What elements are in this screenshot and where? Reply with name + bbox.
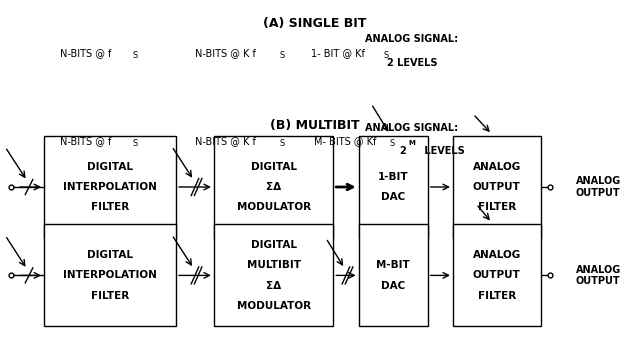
Bar xyxy=(214,136,333,238)
Text: MODULATOR: MODULATOR xyxy=(237,202,311,212)
Bar xyxy=(44,136,176,238)
Text: FILTER: FILTER xyxy=(478,202,516,212)
Text: MULTIBIT: MULTIBIT xyxy=(247,260,301,270)
Text: S: S xyxy=(132,139,137,148)
Text: DIGITAL: DIGITAL xyxy=(250,162,297,172)
Text: ANALOG: ANALOG xyxy=(473,162,521,172)
Text: N-BITS @ f: N-BITS @ f xyxy=(60,136,111,146)
Text: ANALOG SIGNAL:: ANALOG SIGNAL: xyxy=(365,123,459,133)
Text: DAC: DAC xyxy=(381,192,405,202)
Text: DIGITAL: DIGITAL xyxy=(250,240,297,250)
Text: (B) MULTIBIT: (B) MULTIBIT xyxy=(270,119,359,132)
Text: N-BITS @ f: N-BITS @ f xyxy=(60,48,111,58)
Bar xyxy=(359,136,428,238)
Text: 2: 2 xyxy=(399,147,406,156)
Text: S: S xyxy=(390,139,395,148)
Text: DAC: DAC xyxy=(381,280,405,291)
Bar xyxy=(453,136,541,238)
Text: S: S xyxy=(280,139,285,148)
Text: LEVELS: LEVELS xyxy=(421,147,465,156)
Text: M-BIT: M-BIT xyxy=(376,260,410,270)
Bar xyxy=(214,224,333,326)
Text: (A) SINGLE BIT: (A) SINGLE BIT xyxy=(263,17,366,30)
Text: FILTER: FILTER xyxy=(91,202,129,212)
Text: M: M xyxy=(409,140,416,146)
Text: OUTPUT: OUTPUT xyxy=(473,182,521,192)
Text: S: S xyxy=(384,51,389,59)
Text: 1-BIT: 1-BIT xyxy=(378,172,408,182)
Text: ANALOG
OUTPUT: ANALOG OUTPUT xyxy=(576,265,621,286)
Text: INTERPOLATION: INTERPOLATION xyxy=(63,182,157,192)
Text: INTERPOLATION: INTERPOLATION xyxy=(63,270,157,280)
Text: S: S xyxy=(132,51,137,59)
Text: M- BITS @ Kf: M- BITS @ Kf xyxy=(314,136,377,146)
Text: ΣΔ: ΣΔ xyxy=(266,182,281,192)
Text: N-BITS @ K f: N-BITS @ K f xyxy=(195,136,256,146)
Text: ANALOG SIGNAL:: ANALOG SIGNAL: xyxy=(365,34,459,44)
Bar xyxy=(44,224,176,326)
Text: DIGITAL: DIGITAL xyxy=(87,250,133,260)
Text: N-BITS @ K f: N-BITS @ K f xyxy=(195,48,256,58)
Text: FILTER: FILTER xyxy=(478,291,516,301)
Text: DIGITAL: DIGITAL xyxy=(87,162,133,172)
Text: OUTPUT: OUTPUT xyxy=(473,270,521,280)
Text: 1- BIT @ Kf: 1- BIT @ Kf xyxy=(311,48,365,58)
Text: MODULATOR: MODULATOR xyxy=(237,301,311,311)
Bar xyxy=(453,224,541,326)
Text: 2 LEVELS: 2 LEVELS xyxy=(387,58,437,68)
Text: FILTER: FILTER xyxy=(91,291,129,301)
Text: S: S xyxy=(280,51,285,59)
Text: ANALOG
OUTPUT: ANALOG OUTPUT xyxy=(576,176,621,198)
Bar xyxy=(359,224,428,326)
Text: ΣΔ: ΣΔ xyxy=(266,280,281,291)
Text: ANALOG: ANALOG xyxy=(473,250,521,260)
